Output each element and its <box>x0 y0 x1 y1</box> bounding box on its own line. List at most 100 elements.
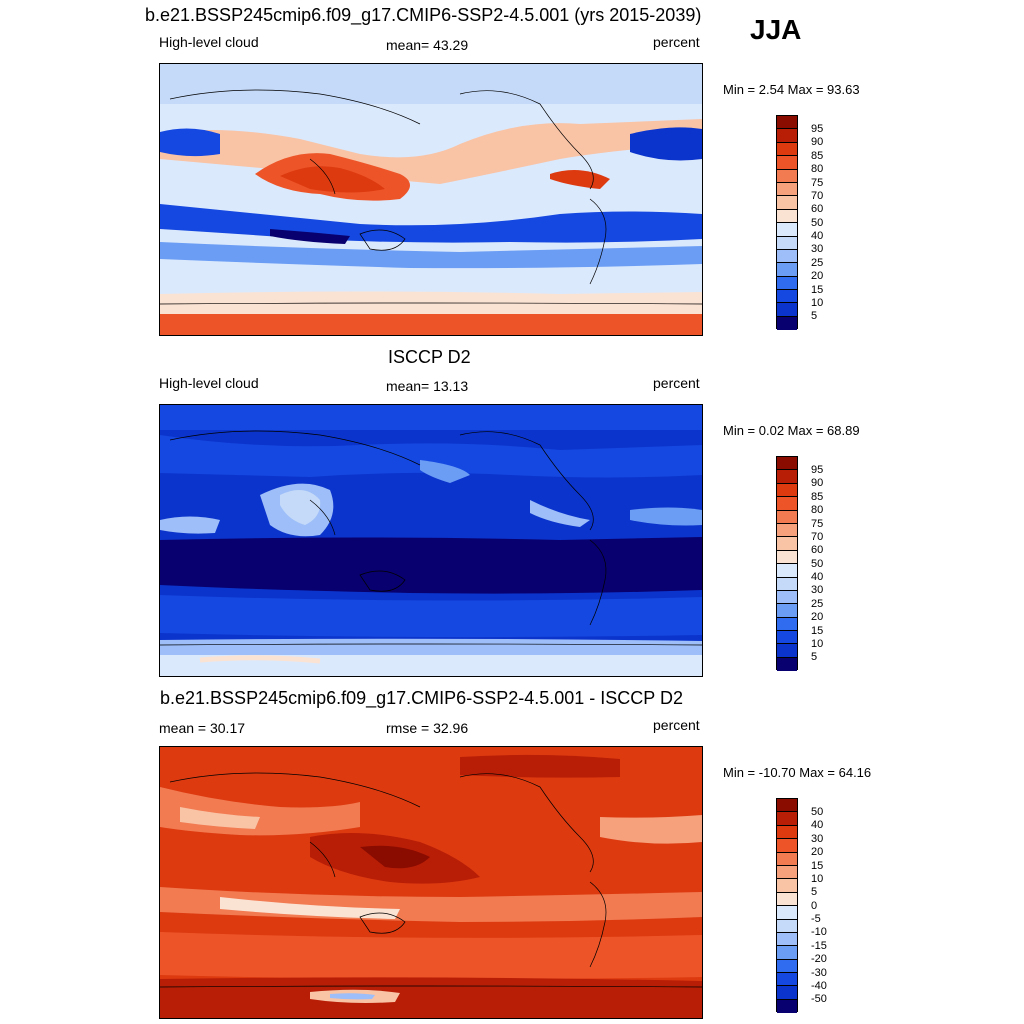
panel-2-units: percent <box>653 375 700 391</box>
colorbar-bin <box>777 986 797 1000</box>
colorbar-tick-label: 60 <box>811 203 824 215</box>
season-label: JJA <box>750 14 802 45</box>
colorbar-tick-label: 30 <box>811 243 824 255</box>
colorbar-tick-label: 15 <box>811 860 824 872</box>
colorbar-bin <box>777 959 797 974</box>
panel-2-left-label: High-level cloud <box>159 375 259 391</box>
colorbar-bin <box>777 290 797 304</box>
panel-1-colorbar <box>776 115 798 331</box>
colorbar-bin <box>777 303 797 317</box>
colorbar-tick-label: 25 <box>811 598 824 610</box>
colorbar-tick-label: 40 <box>811 571 824 583</box>
colorbar-bin <box>777 142 797 157</box>
colorbar-tick-label: 10 <box>811 873 824 885</box>
colorbar-bin <box>777 919 797 933</box>
colorbar-bin <box>777 116 797 130</box>
colorbar-tick-label: 20 <box>811 846 824 858</box>
colorbar-bin <box>777 879 797 893</box>
colorbar-tick-label: 15 <box>811 625 824 637</box>
colorbar-tick-label: 85 <box>811 491 824 503</box>
colorbar-tick-label: -10 <box>811 926 827 938</box>
colorbar-tick-label: -5 <box>811 913 821 925</box>
colorbar-bin <box>777 276 797 291</box>
colorbar-bin <box>777 577 797 591</box>
colorbar-bin <box>777 510 797 524</box>
panel-1-title: b.e21.BSSP245cmip6.f09_g17.CMIP6-SSP2-4.… <box>145 5 702 25</box>
colorbar-bin <box>777 249 797 264</box>
panel-1-mean: mean= 43.29 <box>386 37 469 53</box>
colorbar-bin <box>777 196 797 210</box>
colorbar-tick-label: -50 <box>811 993 827 1005</box>
colorbar-tick-label: 60 <box>811 544 824 556</box>
colorbar-bin <box>777 617 797 632</box>
panel-3-title: b.e21.BSSP245cmip6.f09_g17.CMIP6-SSP2-4.… <box>160 688 683 708</box>
colorbar-bin <box>777 457 797 471</box>
colorbar-tick-label: 10 <box>811 638 824 650</box>
colorbar-bin <box>777 316 797 331</box>
colorbar-bin <box>777 590 797 605</box>
colorbar-tick-label: -30 <box>811 967 827 979</box>
colorbar-bin <box>777 483 797 498</box>
colorbar-bin <box>777 263 797 277</box>
colorbar-tick-label: 0 <box>811 900 818 912</box>
colorbar-bin <box>777 892 797 907</box>
colorbar-tick-label: -20 <box>811 953 827 965</box>
panel-3-colorbar <box>776 798 798 1014</box>
colorbar-tick-label: 40 <box>811 819 824 831</box>
colorbar-bin <box>777 839 797 853</box>
colorbar-tick-label: 85 <box>811 150 824 162</box>
colorbar-bin <box>777 906 797 920</box>
panel-1-left-label: High-level cloud <box>159 34 259 50</box>
colorbar-bin <box>777 497 797 511</box>
colorbar-tick-label: 40 <box>811 230 824 242</box>
panel-3-map <box>159 746 703 1019</box>
colorbar-tick-label: 30 <box>811 584 824 596</box>
colorbar-tick-label: 95 <box>811 123 824 135</box>
colorbar-bin <box>777 799 797 813</box>
panel-2-minmax: Min = 0.02 Max = 68.89 <box>723 423 860 438</box>
colorbar-bin <box>777 973 797 987</box>
colorbar-tick-label: 95 <box>811 464 824 476</box>
colorbar-tick-label: 5 <box>811 886 818 898</box>
colorbar-bin <box>777 825 797 840</box>
colorbar-bin <box>777 852 797 866</box>
colorbar-bin <box>777 236 797 250</box>
colorbar-bin <box>777 209 797 224</box>
colorbar-bin <box>777 657 797 672</box>
colorbar-bin <box>777 223 797 237</box>
colorbar-bin <box>777 156 797 170</box>
colorbar-tick-label: -40 <box>811 980 827 992</box>
colorbar-bin <box>777 812 797 826</box>
panel-3-mean: mean = 30.17 <box>159 720 246 736</box>
colorbar-tick-label: 90 <box>811 477 824 489</box>
colorbar-tick-label: 15 <box>811 284 824 296</box>
panel-2-colorbar <box>776 456 798 672</box>
colorbar-tick-label: 80 <box>811 504 824 516</box>
colorbar-tick-label: 20 <box>811 611 824 623</box>
colorbar-tick-label: 50 <box>811 217 824 229</box>
colorbar-tick-label: 50 <box>811 806 824 818</box>
panel-2-mean: mean= 13.13 <box>386 378 469 394</box>
colorbar-tick-label: 75 <box>811 177 824 189</box>
colorbar-bin <box>777 470 797 484</box>
colorbar-bin <box>777 644 797 658</box>
colorbar-tick-label: 20 <box>811 270 824 282</box>
colorbar-tick-label: -15 <box>811 940 827 952</box>
colorbar-tick-label: 75 <box>811 518 824 530</box>
colorbar-tick-label: 50 <box>811 558 824 570</box>
colorbar-bin <box>777 946 797 960</box>
colorbar-tick-label: 5 <box>811 651 818 663</box>
colorbar-tick-label: 5 <box>811 310 818 322</box>
panel-3-units: percent <box>653 717 700 733</box>
colorbar-bin <box>777 999 797 1014</box>
colorbar-bin <box>777 169 797 183</box>
colorbar-bin <box>777 932 797 947</box>
panel-2-map <box>159 404 703 677</box>
panel-1-minmax: Min = 2.54 Max = 93.63 <box>723 82 860 97</box>
colorbar-tick-label: 70 <box>811 531 824 543</box>
colorbar-bin <box>777 523 797 538</box>
colorbar-bin <box>777 631 797 645</box>
colorbar-bin <box>777 604 797 618</box>
colorbar-tick-label: 10 <box>811 297 824 309</box>
colorbar-bin <box>777 550 797 565</box>
